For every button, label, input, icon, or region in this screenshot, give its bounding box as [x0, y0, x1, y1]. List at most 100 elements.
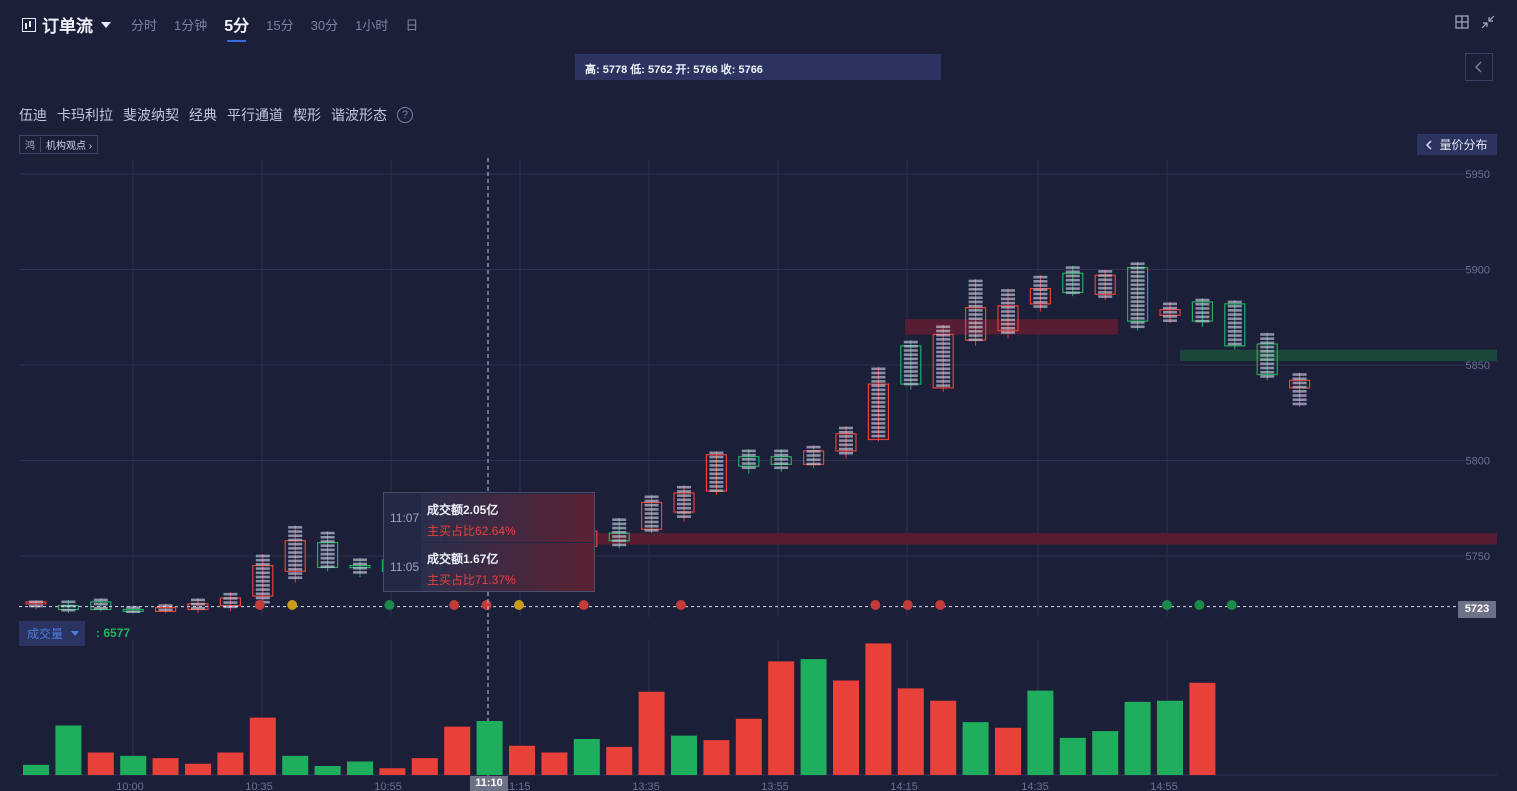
footprint-cell	[1033, 305, 1048, 308]
x-tick-label: 10:00	[116, 781, 144, 791]
pattern-parallel-channel[interactable]: 平行通道	[227, 107, 283, 123]
footprint-cell	[1227, 334, 1242, 337]
footprint-cell	[1260, 370, 1275, 374]
y-tick-label: 5950	[1466, 169, 1490, 181]
volume-bar	[120, 755, 147, 775]
indicator-selector[interactable]: 成交量	[19, 621, 85, 646]
volume-bar	[897, 688, 924, 775]
volume-bar	[671, 735, 697, 775]
volume-bar	[768, 661, 795, 775]
pattern-woody[interactable]: 伍迪	[19, 107, 47, 123]
tab-period-day[interactable]: 日	[405, 18, 419, 33]
y-tick-label: 5900	[1466, 265, 1490, 277]
footprint-cell	[1260, 366, 1275, 370]
footprint-cell	[1001, 310, 1015, 313]
institution-view-button[interactable]: 鸿 机构观点 ›	[19, 135, 99, 154]
footprint-cell	[353, 562, 367, 566]
footprint-cell	[1227, 300, 1242, 304]
footprint-cell	[612, 543, 627, 547]
footprint-cell	[320, 544, 335, 547]
footprint-cell	[1130, 275, 1145, 278]
footprint-cell	[1065, 270, 1080, 274]
tab-period-5min[interactable]: 5分	[224, 12, 249, 42]
volume-bar	[735, 718, 762, 775]
x-tick-label: 13:35	[632, 781, 660, 791]
footprint-cell	[1065, 287, 1080, 290]
volume-bar	[87, 752, 114, 775]
signal-marker-icon	[902, 600, 913, 610]
volume-bar	[638, 691, 665, 775]
signal-marker-icon	[514, 600, 524, 610]
footprint-cell	[1001, 327, 1015, 330]
footprint-cell	[255, 592, 270, 596]
footprint-cell	[1065, 291, 1080, 295]
volume-profile-button[interactable]: 量价分布	[1417, 134, 1497, 155]
footprint-cell	[1260, 354, 1275, 357]
footprint-cell	[839, 451, 853, 455]
footprint-cell	[644, 495, 659, 499]
footprint-cell	[936, 367, 951, 371]
chevron-down-icon	[101, 21, 111, 28]
pattern-camarilla[interactable]: 卡玛利拉	[57, 107, 113, 123]
chart-icon	[22, 17, 36, 32]
footprint-cell	[644, 508, 659, 511]
footprint-cell	[968, 300, 983, 304]
chart-type-dropdown[interactable]: 订单流	[22, 12, 111, 37]
pattern-wedge[interactable]: 楔形	[293, 107, 321, 123]
signal-marker-icon	[935, 600, 946, 610]
footprint-cell	[936, 325, 951, 329]
volume-bar	[1059, 737, 1086, 775]
footprint-cell	[288, 538, 303, 542]
volume-value: : 6577	[96, 626, 131, 640]
footprint-cell	[936, 329, 951, 333]
collapse-panel-button[interactable]	[1465, 53, 1493, 81]
footprint-cell	[968, 313, 983, 316]
footprint-cell	[968, 334, 983, 337]
volume-bar	[444, 726, 471, 775]
footprint-cell	[1130, 304, 1145, 308]
collapse-icon[interactable]	[1481, 15, 1495, 29]
footprint-cell	[255, 575, 270, 579]
footprint-cell	[968, 309, 983, 312]
footprint-cell	[709, 476, 724, 480]
pattern-classic[interactable]: 经典	[189, 107, 217, 123]
tooltip-card: 成交额1.67亿 主买占比71.37%	[421, 543, 594, 591]
tab-period-1hour[interactable]: 1小时	[355, 18, 389, 33]
tab-period-timeshare[interactable]: 分时	[131, 18, 158, 33]
volume-bar	[703, 740, 730, 775]
footprint-cell	[741, 453, 756, 457]
footprint-cell	[1260, 337, 1275, 340]
footprint-cell	[806, 445, 821, 449]
candle-body	[738, 456, 760, 467]
footprint-cell	[612, 518, 627, 521]
footprint-cell	[1195, 311, 1210, 314]
tab-period-30min[interactable]: 30分	[310, 18, 339, 33]
footprint-cell	[1033, 284, 1048, 287]
grid-layout-icon[interactable]	[1455, 15, 1469, 29]
footprint-cell	[1033, 296, 1048, 300]
volume-bar	[185, 763, 211, 775]
footprint-cell	[255, 558, 270, 562]
footprint-cell	[1292, 381, 1307, 385]
tab-period-1min[interactable]: 1分钟	[174, 18, 208, 33]
footprint-cell	[774, 449, 789, 453]
footprint-cell	[320, 540, 335, 543]
footprint-cell	[1098, 282, 1113, 286]
volume-bar	[833, 680, 859, 775]
help-icon[interactable]: ?	[397, 107, 413, 123]
footprint-cell	[1130, 325, 1145, 329]
footprint-cell	[709, 455, 724, 459]
volume-bar	[606, 746, 633, 775]
footprint-cell	[1227, 313, 1242, 316]
pattern-fibonacci[interactable]: 斐波纳契	[123, 107, 179, 123]
footprint-cell	[320, 561, 335, 564]
signal-marker-icon	[384, 600, 395, 610]
tab-period-15min[interactable]: 15分	[266, 18, 294, 33]
footprint-cell	[1033, 275, 1048, 279]
footprint-cell	[774, 453, 789, 457]
pattern-harmonic[interactable]: 谐波形态	[331, 107, 387, 123]
footprint-cell	[968, 325, 983, 329]
footprint-cell	[1098, 274, 1113, 277]
footprint-cell	[223, 597, 238, 600]
